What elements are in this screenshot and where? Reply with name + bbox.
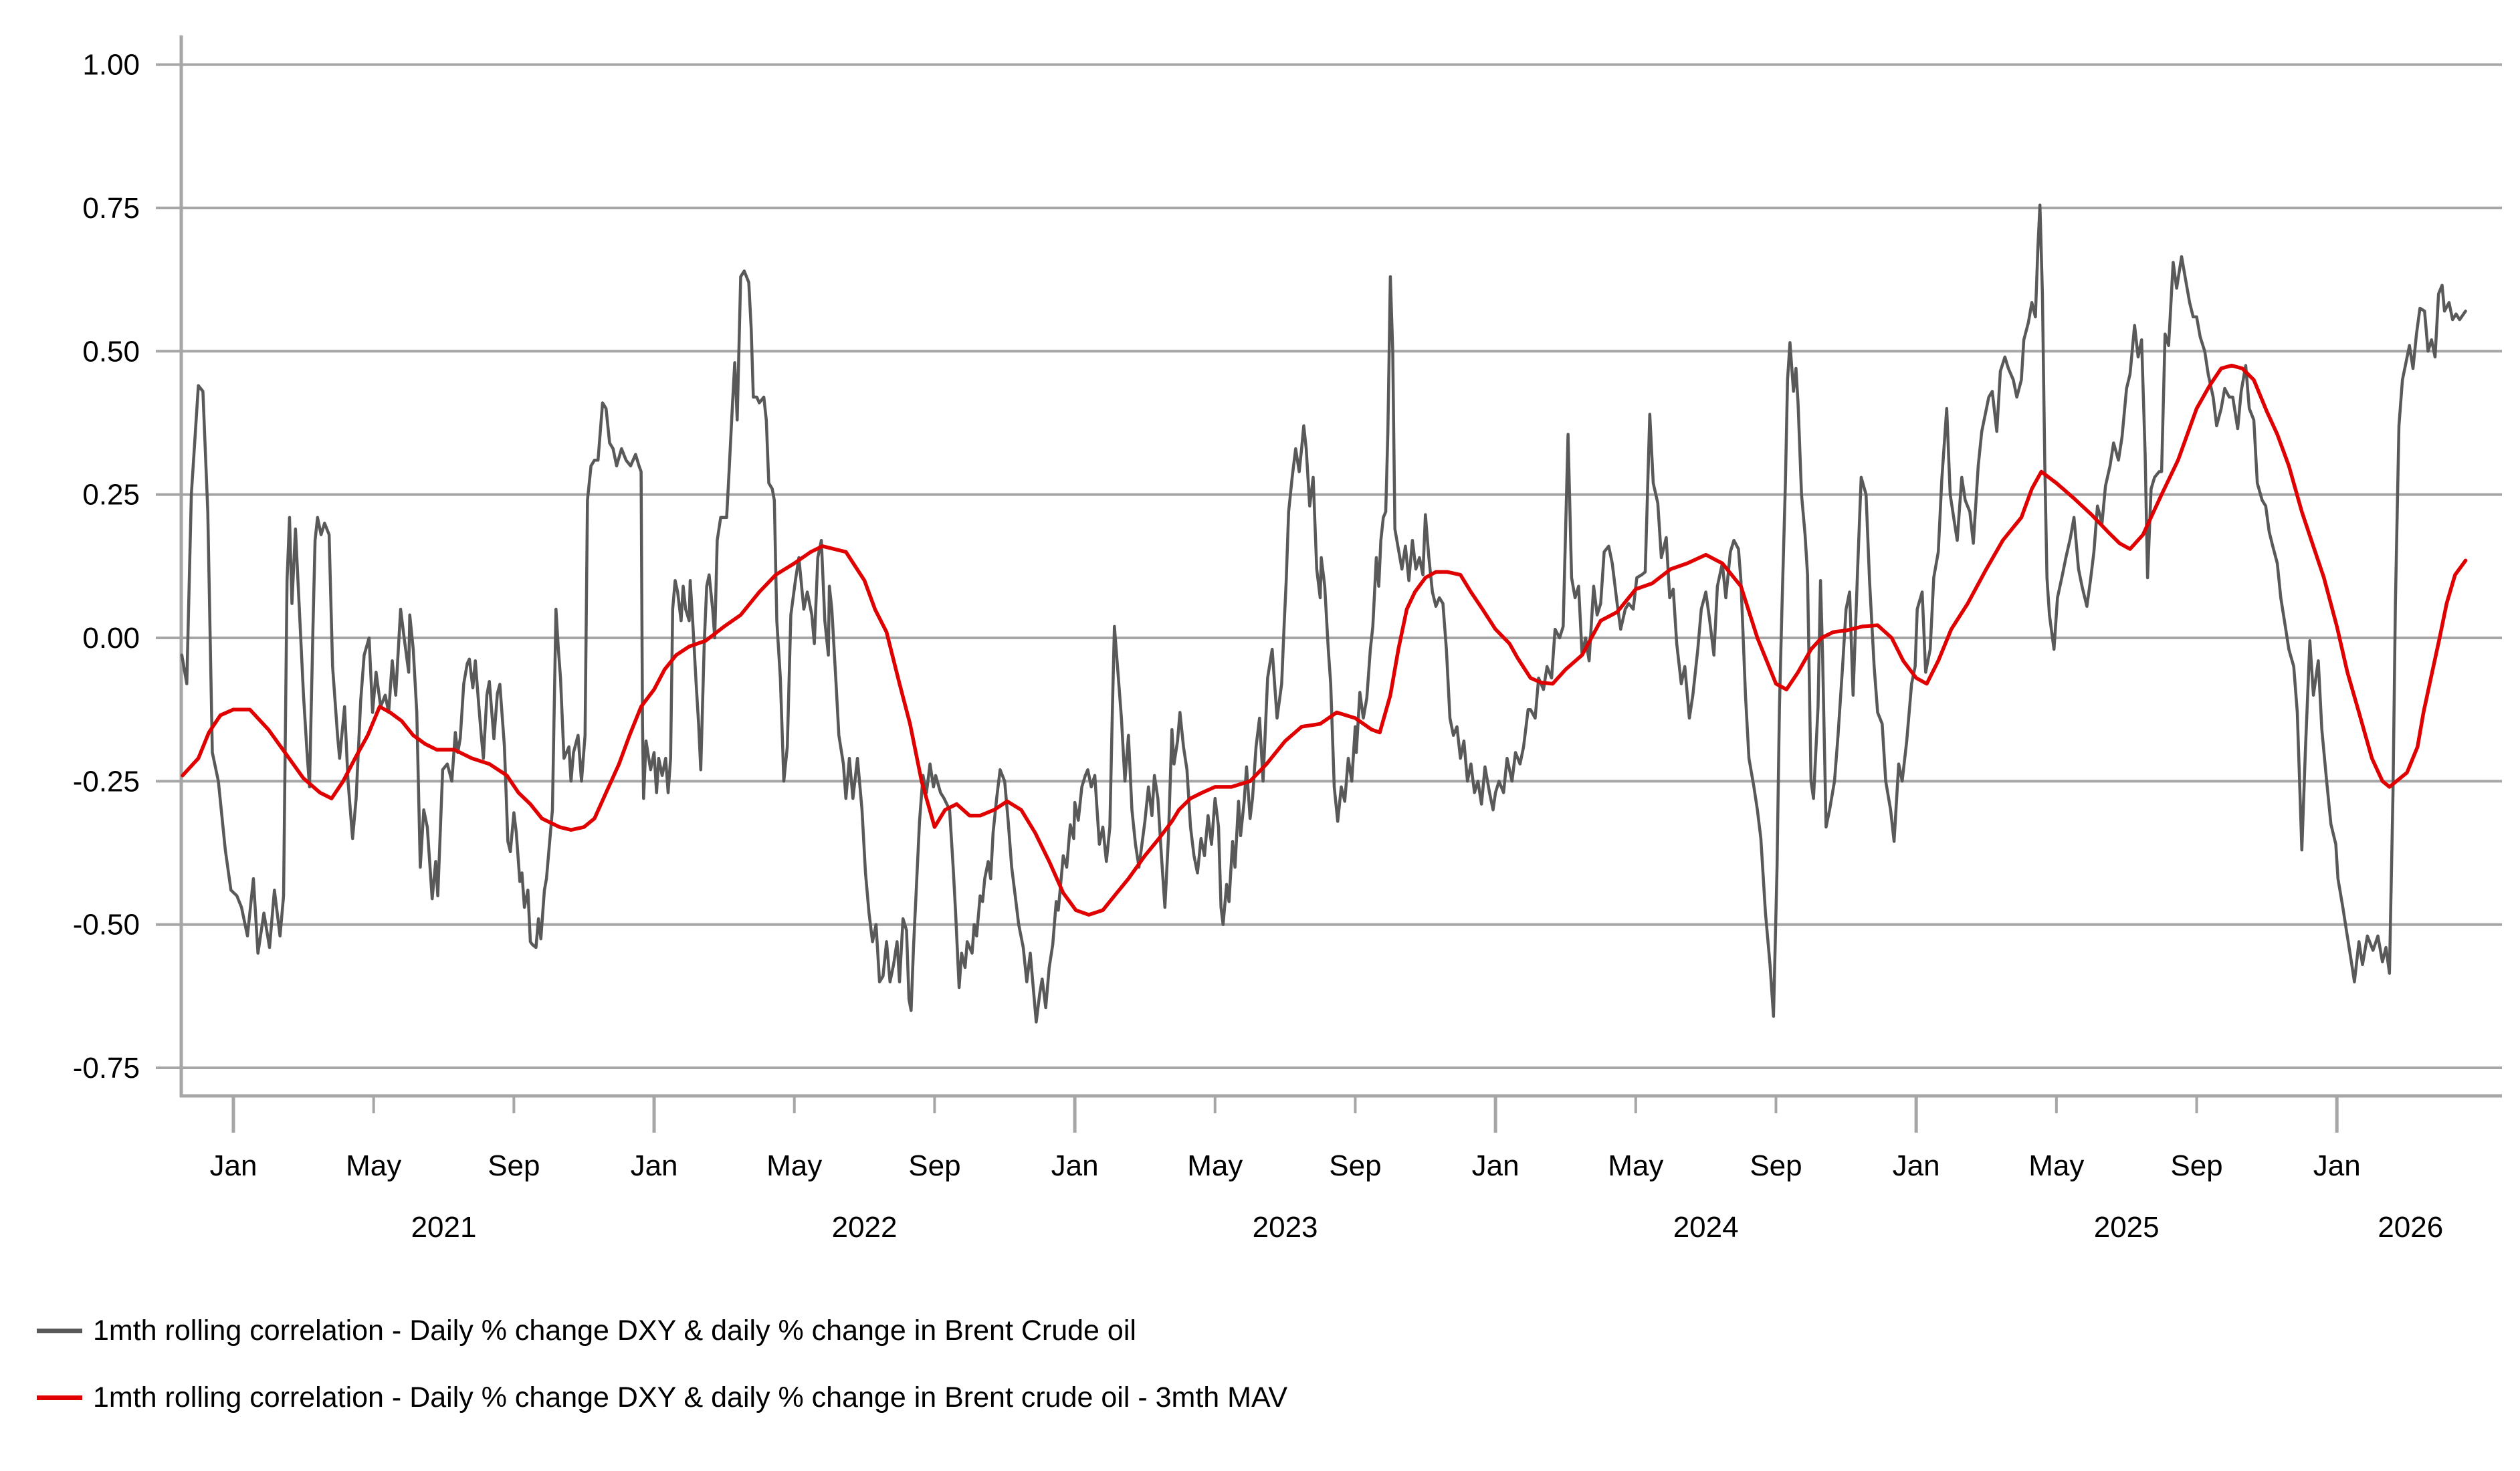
legend-item-mav: 1mth rolling correlation - Daily % chang… bbox=[37, 1381, 1287, 1414]
x-month-label: Sep bbox=[1329, 1149, 1381, 1182]
x-month-label: Jan bbox=[1893, 1149, 1940, 1182]
x-year-label: 2025 bbox=[2094, 1211, 2160, 1244]
y-tick-label: 1.00 bbox=[82, 49, 140, 82]
series-1mth-correlation-line bbox=[180, 203, 2467, 1024]
y-tick-label: -0.50 bbox=[73, 909, 140, 941]
x-month-label: May bbox=[346, 1149, 401, 1182]
y-tick-label: -0.25 bbox=[73, 765, 140, 798]
y-tick-label: 0.25 bbox=[82, 479, 140, 512]
x-year-label: 2023 bbox=[1253, 1211, 1318, 1244]
x-month-label: Jan bbox=[210, 1149, 257, 1182]
x-month-label: Sep bbox=[2170, 1149, 2222, 1182]
x-month-label: Jan bbox=[1051, 1149, 1099, 1182]
legend-swatch-red-line bbox=[37, 1395, 82, 1400]
x-month-label: May bbox=[1187, 1149, 1243, 1182]
x-month-label: May bbox=[2028, 1149, 2084, 1182]
legend-label-mav: 1mth rolling correlation - Daily % chang… bbox=[93, 1381, 1288, 1413]
x-month-label: Sep bbox=[488, 1149, 540, 1182]
x-month-label: Sep bbox=[1750, 1149, 1802, 1182]
x-month-label: Sep bbox=[908, 1149, 960, 1182]
x-year-label: 2026 bbox=[2378, 1211, 2443, 1244]
y-tick-label: 0.75 bbox=[82, 192, 140, 225]
legend-label-daily: 1mth rolling correlation - Daily % chang… bbox=[93, 1315, 1136, 1347]
series-3mth-mav-line bbox=[181, 363, 2468, 917]
y-tick-label: 0.50 bbox=[82, 335, 140, 368]
x-month-label: Jan bbox=[631, 1149, 678, 1182]
x-year-label: 2021 bbox=[411, 1211, 477, 1244]
x-year-label: 2024 bbox=[1673, 1211, 1739, 1244]
legend-item-daily: 1mth rolling correlation - Daily % chang… bbox=[37, 1315, 1136, 1347]
x-month-label: May bbox=[766, 1149, 822, 1182]
y-tick-label: -0.75 bbox=[73, 1052, 140, 1085]
x-month-label: May bbox=[1608, 1149, 1663, 1182]
y-tick-label: 0.00 bbox=[82, 622, 140, 655]
x-month-label: Jan bbox=[1472, 1149, 1519, 1182]
x-month-label: Jan bbox=[2313, 1149, 2361, 1182]
legend-swatch-gray-line bbox=[37, 1329, 82, 1333]
x-year-label: 2022 bbox=[832, 1211, 898, 1244]
